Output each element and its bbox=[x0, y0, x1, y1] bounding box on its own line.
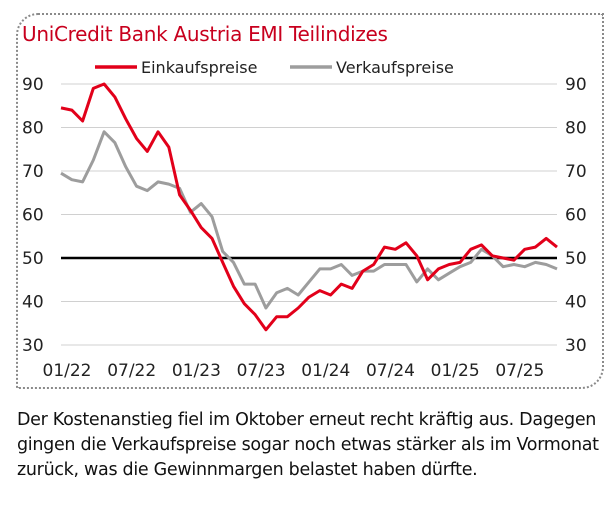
series-line-verkaufspreise bbox=[60, 130, 558, 310]
series-line-einkaufspreise bbox=[60, 82, 558, 332]
y-tick-right: 40 bbox=[565, 293, 587, 313]
y-tick-left: 90 bbox=[22, 75, 44, 95]
x-tick: 07/25 bbox=[495, 361, 544, 381]
x-tick: 07/24 bbox=[366, 361, 415, 381]
y-tick-left: 50 bbox=[22, 249, 44, 269]
x-tick: 01/22 bbox=[43, 361, 92, 381]
x-tick: 07/22 bbox=[107, 361, 156, 381]
y-tick-left: 60 bbox=[22, 206, 44, 226]
chart-title: UniCredit Bank Austria EMI Teilindizes bbox=[22, 22, 388, 46]
x-tick: 01/25 bbox=[431, 361, 480, 381]
y-tick-left: 30 bbox=[22, 336, 44, 356]
y-tick-right: 30 bbox=[565, 336, 587, 356]
legend-label: Verkaufspreise bbox=[336, 58, 454, 77]
x-tick: 01/23 bbox=[172, 361, 221, 381]
y-tick-left: 40 bbox=[22, 293, 44, 313]
y-tick-left: 70 bbox=[22, 162, 44, 182]
legend-label: Einkaufspreise bbox=[141, 58, 257, 77]
y-tick-right: 90 bbox=[565, 75, 587, 95]
y-tick-left: 80 bbox=[22, 119, 44, 139]
y-tick-right: 70 bbox=[565, 162, 587, 182]
chart-frame bbox=[16, 13, 604, 389]
line-chart: Einkaufspreise Verkaufspreise 30 30 40 40 50 5… bbox=[22, 58, 587, 381]
y-tick-right: 50 bbox=[565, 249, 587, 269]
y-tick-right: 60 bbox=[565, 206, 587, 226]
chart-caption: Der Kostenanstieg fiel im Oktober erneut… bbox=[17, 410, 599, 480]
y-tick-right: 80 bbox=[565, 119, 587, 139]
x-tick: 01/24 bbox=[301, 361, 350, 381]
x-tick: 07/23 bbox=[237, 361, 286, 381]
